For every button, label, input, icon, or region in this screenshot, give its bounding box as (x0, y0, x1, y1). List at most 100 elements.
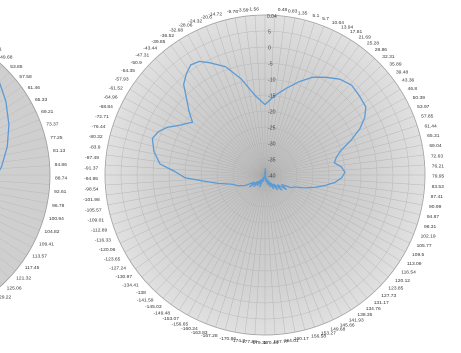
angle-label-right: 57.85 (421, 114, 434, 120)
angle-label-right: 98.31 (424, 224, 437, 230)
angle-label-left: -105.57 (85, 207, 102, 213)
angle-label-left: -145.03 (145, 304, 162, 310)
angle-label-right: 138.35 (357, 312, 372, 318)
r-tick-label: -20 (268, 110, 276, 116)
angle-label-right: 50.39 (413, 95, 426, 101)
r-tick-label: 5 (268, 30, 271, 36)
angle-label-left-chart: 45.81 (0, 46, 2, 52)
angle-label-left-chart: 73.37 (46, 122, 59, 128)
angle-label-left: -91.37 (84, 165, 98, 171)
r-tick-label-outer: 0.04 (267, 14, 277, 20)
angle-label-right: 0.83 (288, 8, 298, 14)
angle-label-left-chart: 77.25 (50, 135, 63, 141)
angle-label-right: 0.48 (278, 7, 288, 13)
radial-gridline-left (0, 146, 48, 157)
angle-label-left: -20.6 (201, 15, 212, 21)
angle-label-right: 123.85 (388, 286, 403, 292)
angle-label-right: 43.36 (402, 78, 415, 84)
angle-label-right: 28.86 (375, 47, 388, 53)
angle-label-left: -179.36 (251, 340, 268, 346)
angle-label-left: -98.54 (85, 186, 99, 192)
angle-label-left: -120.06 (99, 247, 116, 253)
angle-label-left: -94.95 (84, 176, 98, 182)
angle-label-right: 65.31 (427, 133, 440, 139)
angle-label-left-chart: 49.68 (0, 55, 13, 61)
angle-label-left: -61.52 (109, 85, 123, 91)
ring-gridline (216, 126, 314, 224)
angle-label-left: -163.83 (191, 330, 208, 336)
angle-label-left-chart: 125.06 (7, 286, 22, 292)
angle-label-right: 13.94 (341, 24, 354, 30)
angle-label-left: -130.97 (115, 274, 132, 280)
angle-label-right: 145.66 (340, 322, 355, 328)
series-line (151, 60, 367, 191)
radial-gridline-left (0, 238, 27, 256)
angle-label-left: -72.71 (95, 114, 109, 120)
angle-label-right: 156.58 (311, 334, 326, 340)
angle-label-right: 116.54 (401, 270, 416, 276)
angle-label-left-chart: 109.41 (39, 242, 54, 248)
angle-label-right: 149.68 (330, 327, 345, 333)
angle-label-left: -167.28 (201, 333, 218, 339)
angle-label-right: 134.76 (366, 306, 381, 312)
angle-label-left: -50.9 (131, 60, 142, 66)
angle-label-right: 21.69 (359, 35, 372, 41)
angle-label-left: -24.32 (188, 18, 202, 24)
ring-gridline (248, 158, 282, 192)
angle-label-left: -39.85 (151, 39, 165, 45)
angle-label-right: 131.17 (374, 300, 389, 306)
radial-gridline-left (0, 200, 46, 213)
angle-label-left: -138 (136, 290, 146, 296)
angle-label-right: 39.48 (396, 69, 409, 75)
angle-label-right: 127.73 (381, 293, 396, 299)
angle-label-right: 160.17 (294, 336, 309, 342)
angle-label-left-chart: 84.86 (55, 162, 68, 168)
ring-gridline (152, 62, 378, 288)
radial-gridline-left (0, 128, 43, 143)
r-tick-label: -35 (268, 158, 276, 164)
radial-gridline-left (0, 229, 32, 248)
angle-label-right: 167.77 (274, 339, 289, 345)
ring-gridline (232, 142, 298, 208)
radial-gridline-left (0, 156, 49, 163)
partial-polar-chart-left: 3238.241.9345.8149.6853.8557.5861.4665.3… (0, 46, 68, 300)
r-tick-label: -15 (268, 94, 276, 100)
ring-gridline (184, 94, 346, 256)
radial-gridline-left (0, 221, 36, 240)
angle-label-left: -80.32 (89, 134, 103, 140)
angle-label-right: 17.81 (350, 29, 363, 35)
angle-label-left: -177.89 (240, 339, 257, 345)
radial-gridline-left (0, 110, 36, 129)
angle-label-left: -123.65 (104, 257, 121, 263)
angle-label-right: 53.97 (417, 104, 430, 110)
radial-gridline-left (0, 94, 27, 112)
angle-label-left: -14.72 (208, 12, 222, 18)
angle-label-left-chart: 81.13 (53, 148, 66, 154)
r-tick-label: 0 (268, 46, 271, 52)
ring-gridline (168, 78, 362, 272)
r-tick-label: -5 (268, 62, 273, 68)
angle-label-left: -160.24 (181, 326, 198, 332)
angle-label-left: -68.84 (99, 104, 113, 110)
radial-gridline-left (0, 187, 49, 194)
angle-label-right: 25.28 (367, 41, 380, 47)
angle-label-left-chart: 57.58 (19, 74, 32, 80)
angle-label-left: -43.44 (143, 46, 157, 52)
r-tick-label: -10 (268, 78, 276, 84)
angle-label-left: -156.65 (172, 321, 189, 327)
angle-label-right: 141.93 (349, 318, 364, 324)
radial-gridline-left (0, 247, 22, 264)
angle-label-left: -9.76 (227, 9, 238, 15)
angle-label-left: -101.98 (83, 197, 100, 203)
angle-label-left: -127.24 (109, 265, 126, 271)
angle-label-left: -3.56 (237, 7, 248, 13)
r-tick-label: -25 (268, 126, 276, 132)
angle-label-left: -149.48 (154, 310, 171, 316)
angle-label-left: -64.96 (104, 95, 118, 101)
angle-label-left-chart: 100.94 (49, 216, 64, 222)
angle-label-right: 1.35 (298, 10, 308, 16)
angle-label-left-chart: 121.32 (16, 276, 31, 282)
angle-label-left: -47.31 (135, 53, 149, 59)
